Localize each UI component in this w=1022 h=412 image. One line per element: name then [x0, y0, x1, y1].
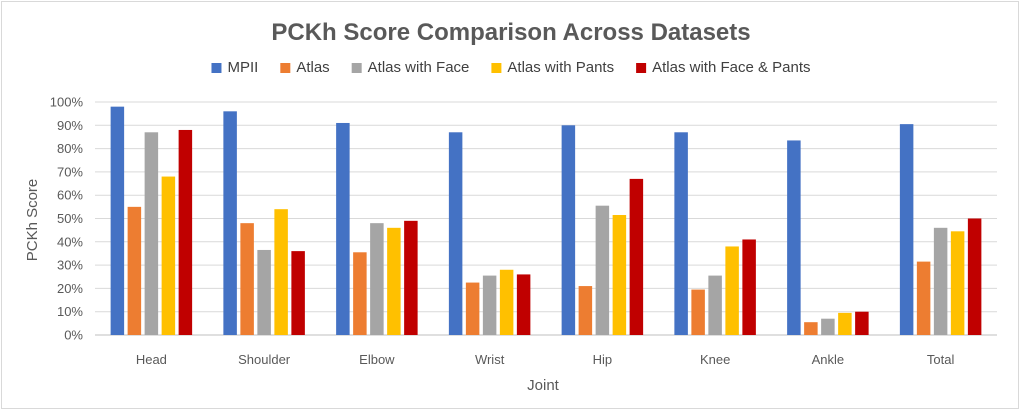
bar-atlas-head: [127, 206, 142, 335]
bar-atlas-with-face-pants-shoulder: [291, 251, 305, 335]
y-tick-label: 40%: [57, 234, 83, 249]
legend-label: Atlas with Face: [368, 59, 470, 76]
bar-atlas-with-face-total: [933, 227, 948, 335]
bar-atlas-total: [916, 261, 931, 335]
bar-atlas-with-pants-hip: [612, 215, 627, 335]
bar-mpii-shoulder: [223, 111, 237, 335]
bar-mpii-elbow: [336, 122, 350, 335]
legend-label: Atlas: [296, 59, 329, 76]
legend-item: Atlas: [280, 59, 330, 76]
x-tick-label: Elbow: [359, 352, 395, 367]
legend-swatch: [636, 63, 647, 73]
legend-label: Atlas with Pants: [507, 59, 614, 76]
bar-atlas-with-face-elbow: [370, 223, 384, 335]
legend-swatch: [491, 63, 502, 73]
legend-item: MPII: [211, 59, 258, 76]
legend-swatch: [280, 63, 291, 73]
y-tick-label: 60%: [57, 188, 83, 203]
y-tick-label: 70%: [57, 164, 83, 179]
bar-atlas-with-face-pants-hip: [629, 178, 644, 335]
bar-atlas-with-pants-knee: [725, 246, 739, 335]
bar-atlas-wrist: [465, 282, 480, 335]
legend: MPII Atlas Atlas with Face Atlas with Pants…: [211, 59, 811, 76]
y-axis-ticks: 0% 10% 20% 30% 40% 50% 60% 70% 80% 90% 100%: [50, 95, 84, 343]
y-tick-label: 80%: [57, 141, 83, 156]
bar-atlas-with-face-pants-total: [967, 218, 982, 335]
y-tick-label: 20%: [57, 281, 83, 296]
legend-item: Atlas with Face: [351, 59, 470, 76]
x-tick-label: Head: [136, 352, 167, 367]
bar-mpii-hip: [561, 125, 576, 335]
bar-mpii-head: [110, 106, 125, 335]
x-tick-label: Ankle: [812, 352, 845, 367]
bars: [110, 106, 982, 335]
x-axis-ticks: Head Shoulder Elbow Wrist Hip Knee Ankle Total: [136, 352, 955, 367]
bar-atlas-knee: [691, 289, 705, 335]
bar-mpii-wrist: [448, 132, 463, 335]
y-tick-label: 10%: [57, 304, 83, 319]
bar-atlas-elbow: [353, 252, 367, 335]
x-tick-label: Total: [927, 352, 955, 367]
bar-atlas-with-pants-total: [950, 231, 965, 335]
bar-atlas-with-face-ankle: [821, 318, 835, 335]
bar-atlas-with-face-knee: [708, 275, 722, 335]
bar-atlas-with-face-pants-wrist: [516, 274, 531, 335]
bar-atlas-shoulder: [240, 223, 254, 335]
x-tick-label: Knee: [700, 352, 730, 367]
bar-atlas-hip: [578, 286, 593, 335]
bar-mpii-ankle: [787, 140, 801, 335]
legend-item: Atlas with Face & Pants: [636, 59, 811, 76]
x-axis-title: Joint: [527, 377, 560, 394]
legend-swatch: [351, 63, 362, 73]
x-tick-label: Hip: [593, 352, 613, 367]
legend-swatch: [211, 63, 222, 73]
bar-atlas-ankle: [804, 322, 818, 335]
bar-atlas-with-pants-ankle: [838, 312, 852, 335]
y-tick-label: 100%: [50, 95, 84, 110]
bar-atlas-with-face-wrist: [482, 275, 497, 335]
bar-atlas-with-face-head: [144, 132, 159, 335]
bar-atlas-with-pants-wrist: [499, 269, 514, 335]
bar-atlas-with-pants-head: [161, 176, 176, 335]
legend-item: Atlas with Pants: [491, 59, 614, 76]
legend-label: MPII: [227, 59, 258, 76]
y-tick-label: 30%: [57, 258, 83, 273]
y-axis-title: PCKh Score: [24, 179, 41, 262]
y-tick-label: 50%: [57, 211, 83, 226]
bar-atlas-with-face-hip: [595, 205, 610, 335]
bar-atlas-with-pants-elbow: [387, 227, 401, 335]
x-tick-label: Wrist: [475, 352, 505, 367]
bar-atlas-with-face-pants-head: [178, 129, 193, 335]
bar-atlas-with-face-pants-ankle: [855, 311, 869, 335]
x-tick-label: Shoulder: [238, 352, 291, 367]
bar-mpii-knee: [674, 132, 688, 335]
bar-atlas-with-face-pants-elbow: [404, 220, 418, 335]
y-tick-label: 0%: [64, 328, 83, 343]
legend-label: Atlas with Face & Pants: [652, 59, 810, 76]
bar-mpii-total: [899, 124, 914, 335]
y-tick-label: 90%: [57, 118, 83, 133]
bar-atlas-with-face-pants-knee: [742, 239, 756, 335]
bar-atlas-with-pants-shoulder: [274, 209, 288, 335]
chart-title: PCKh Score Comparison Across Datasets: [271, 19, 750, 46]
bar-atlas-with-face-shoulder: [257, 249, 271, 335]
